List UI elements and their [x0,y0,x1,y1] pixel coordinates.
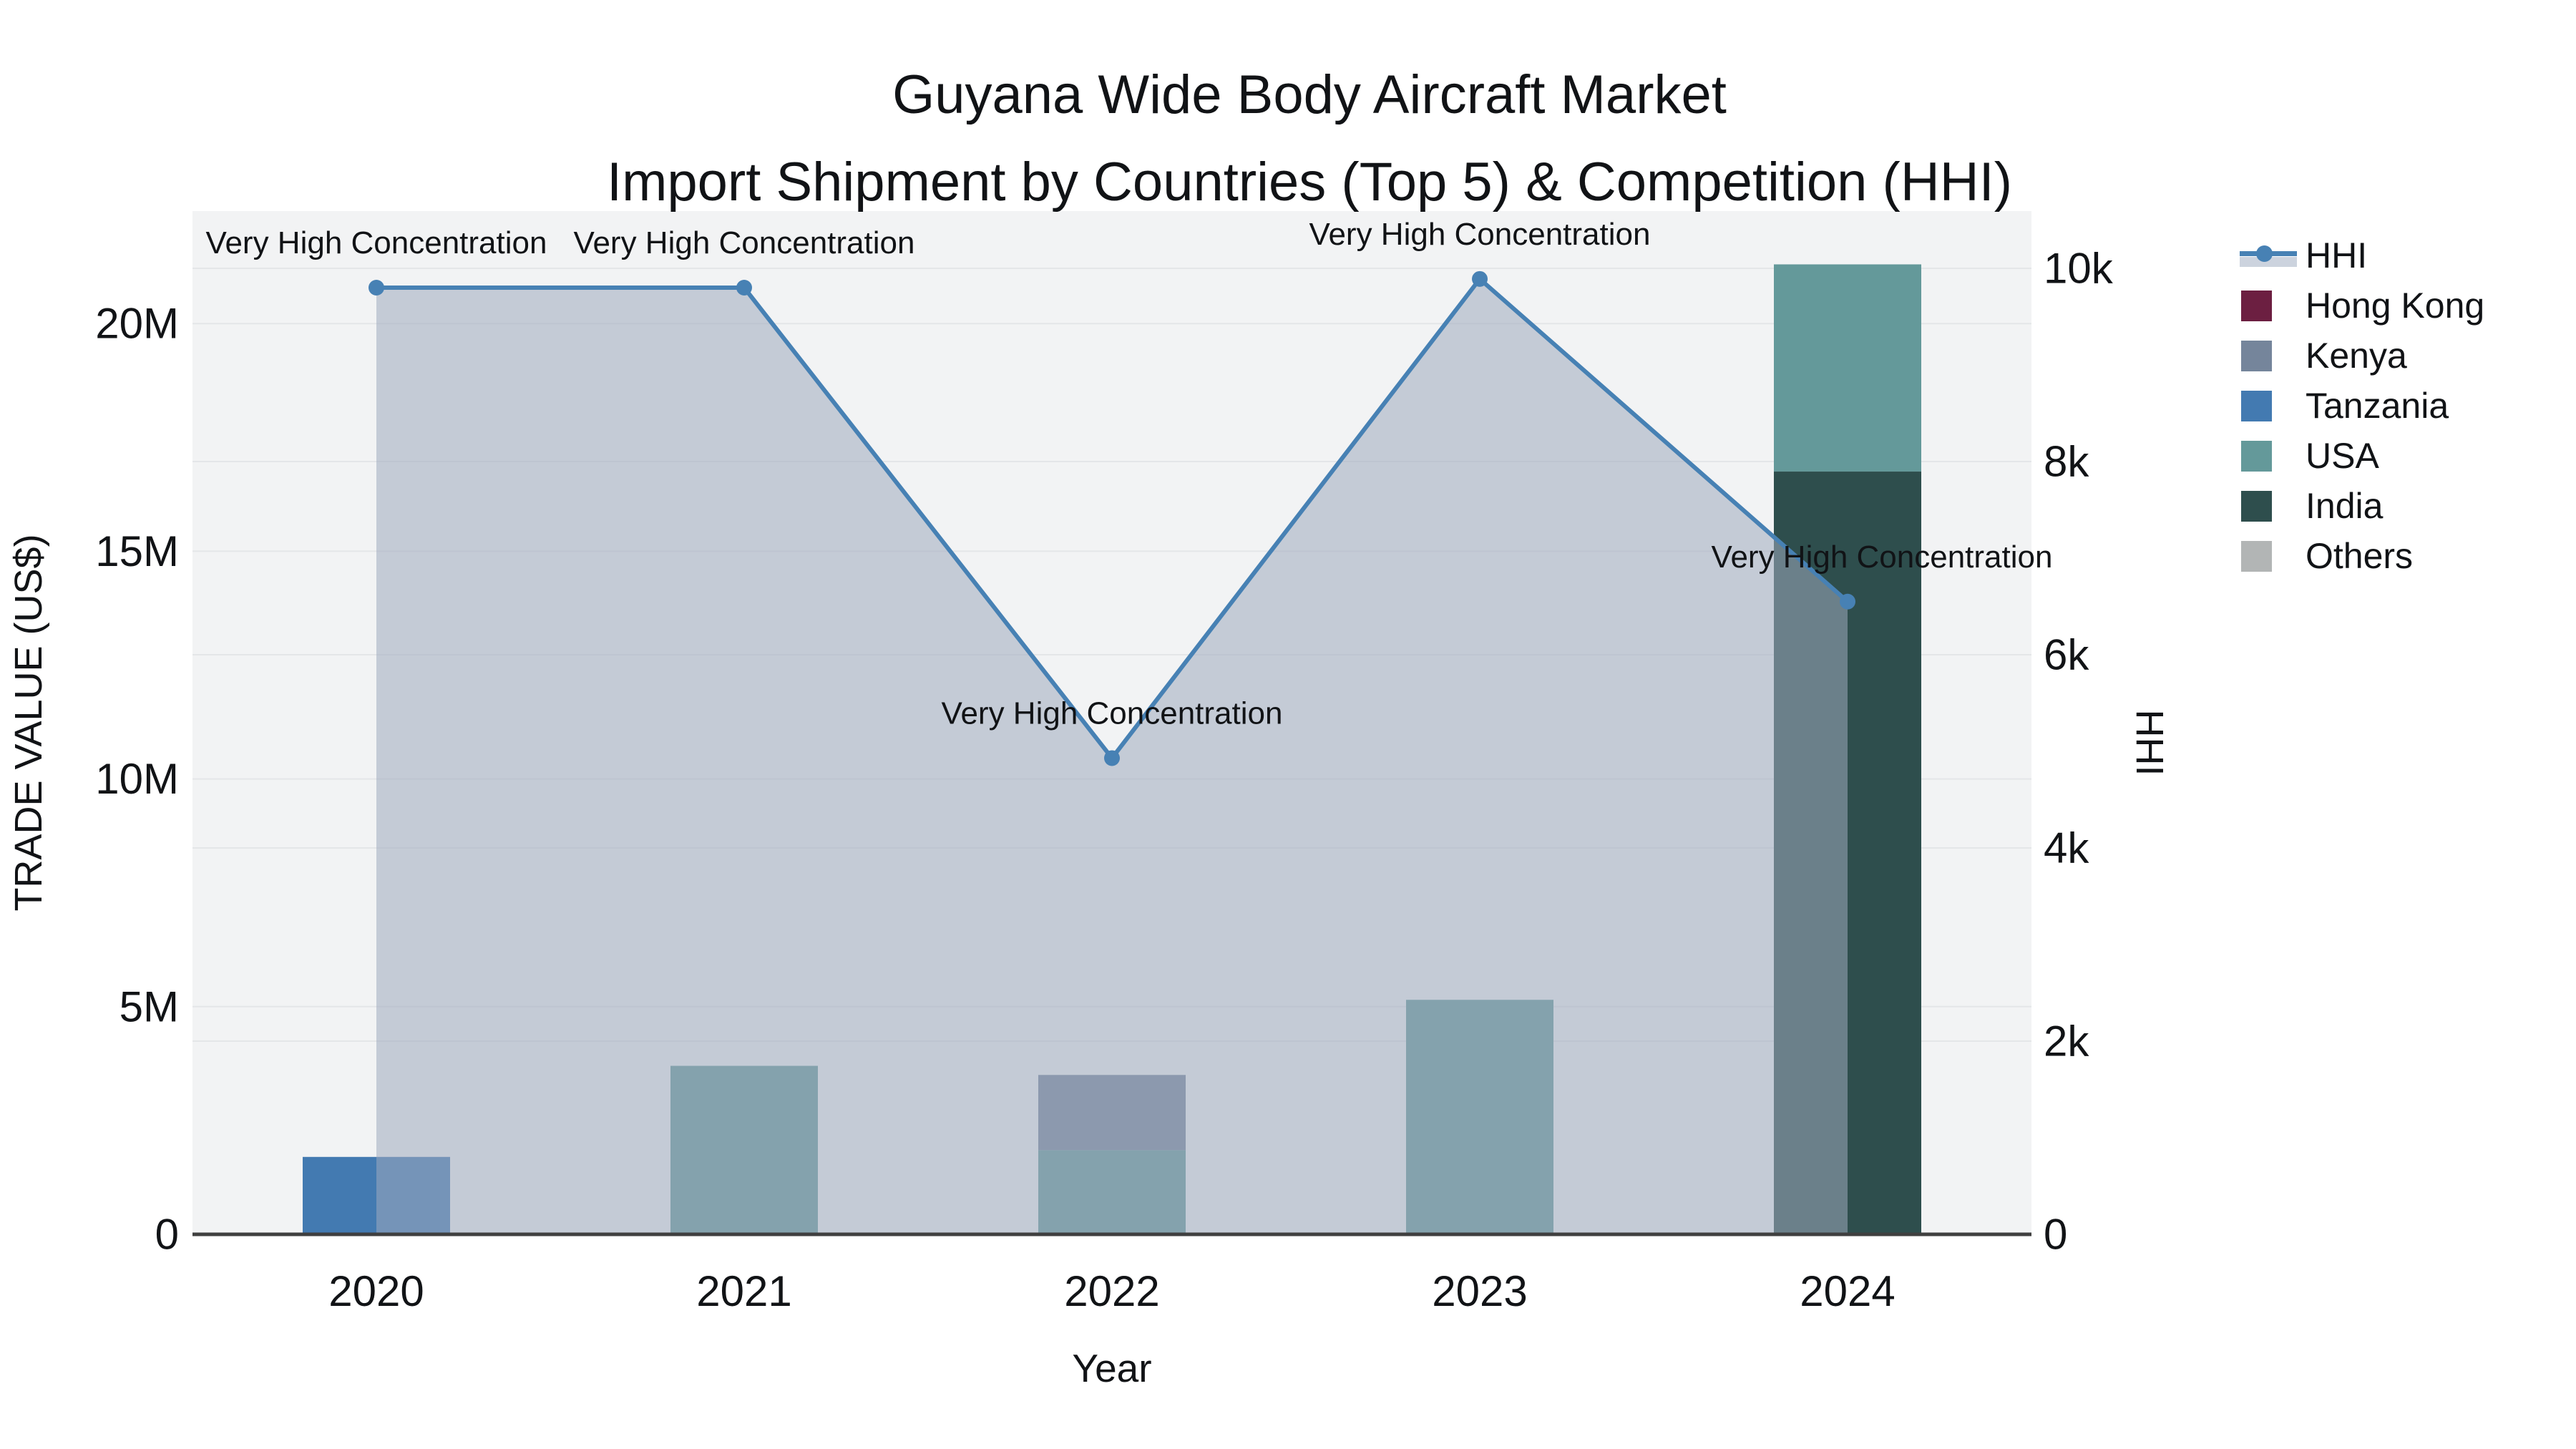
y-left-tick-20M: 20M [95,300,179,348]
y-right-tick-8k: 8k [2044,438,2089,486]
x-tick-2022[interactable]: 2022 [1064,1267,1159,1315]
hhi-marker-sample [2256,245,2273,262]
legend-item-india[interactable]: India [2240,481,2484,531]
y-left-tick-0: 0 [155,1211,179,1259]
color-swatch-icon [2240,390,2303,421]
legend-swatch [2241,291,2272,321]
annotation-2021: Very High Concentration [574,225,915,260]
hhi-point-2024[interactable] [1840,593,1855,610]
legend-item-kenya[interactable]: Kenya [2240,331,2484,381]
x-tick-2023[interactable]: 2023 [1432,1267,1527,1315]
color-swatch-icon [2240,440,2303,472]
hhi-point-2021[interactable] [736,280,752,296]
color-swatch-icon [2240,340,2303,371]
annotation-2022: Very High Concentration [942,696,1283,731]
legend-label: Hong Kong [2306,286,2485,326]
bar-2024-usa[interactable] [1774,264,1921,472]
y-axis-left-title: TRADE VALUE (US$) [7,534,50,912]
legend-label: India [2306,486,2384,526]
x-axis-title: Year [1072,1346,1152,1390]
chart-title: Guyana Wide Body Aircraft Market Import … [607,52,2012,225]
y-right-tick-10k: 10k [2044,245,2114,293]
legend-label: Tanzania [2306,386,2449,426]
legend: HHI Hong Kong Kenya Tanzania USA India Others [2240,230,2484,581]
legend-swatch [2241,491,2272,522]
hhi-point-2022[interactable] [1104,750,1120,766]
y-right-tick-6k: 6k [2044,631,2089,679]
color-swatch-icon [2240,490,2303,522]
hhi-point-2023[interactable] [1472,270,1488,287]
legend-item-hong-kong[interactable]: Hong Kong [2240,280,2484,331]
legend-swatch [2241,341,2272,371]
legend-item-others[interactable]: Others [2240,531,2484,581]
y-right-tick-2k: 2k [2044,1018,2089,1065]
annotation-2024: Very High Concentration [1712,540,2053,575]
legend-swatch [2241,441,2272,472]
y-left-tick-15M: 15M [95,527,179,575]
legend-swatch [2241,391,2272,421]
hhi-point-2020[interactable] [369,280,384,296]
hhi-area-fill [376,278,1848,1235]
legend-swatch [2241,541,2272,572]
legend-label: Others [2306,536,2414,576]
color-swatch-icon [2240,290,2303,321]
legend-label: HHI [2306,235,2368,275]
chart-title-line2: Import Shipment by Countries (Top 5) & C… [606,151,2013,213]
y-left-tick-10M: 10M [95,755,179,803]
y-right-tick-4k: 4k [2044,824,2089,872]
color-swatch-icon [2240,540,2303,572]
legend-label: USA [2306,436,2379,476]
chart-title-line1: Guyana Wide Body Aircraft Market [892,64,1727,125]
x-tick-2020[interactable]: 2020 [328,1267,424,1315]
legend-item-tanzania[interactable]: Tanzania [2240,381,2484,431]
x-tick-2024[interactable]: 2024 [1800,1267,1895,1315]
y-axis-right-title: HHI [2128,709,2171,776]
hhi-line-sample-icon [2240,240,2303,271]
hhi-area-sample [2240,257,2297,267]
annotation-2020: Very High Concentration [206,225,547,260]
legend-item-usa[interactable]: USA [2240,431,2484,481]
y-right-tick-0: 0 [2044,1211,2067,1259]
annotation-2023: Very High Concentration [1309,217,1651,252]
x-tick-2021[interactable]: 2021 [696,1267,791,1315]
legend-label: Kenya [2306,336,2407,376]
y-left-tick-5M: 5M [119,982,179,1030]
legend-item-hhi[interactable]: HHI [2240,230,2484,280]
